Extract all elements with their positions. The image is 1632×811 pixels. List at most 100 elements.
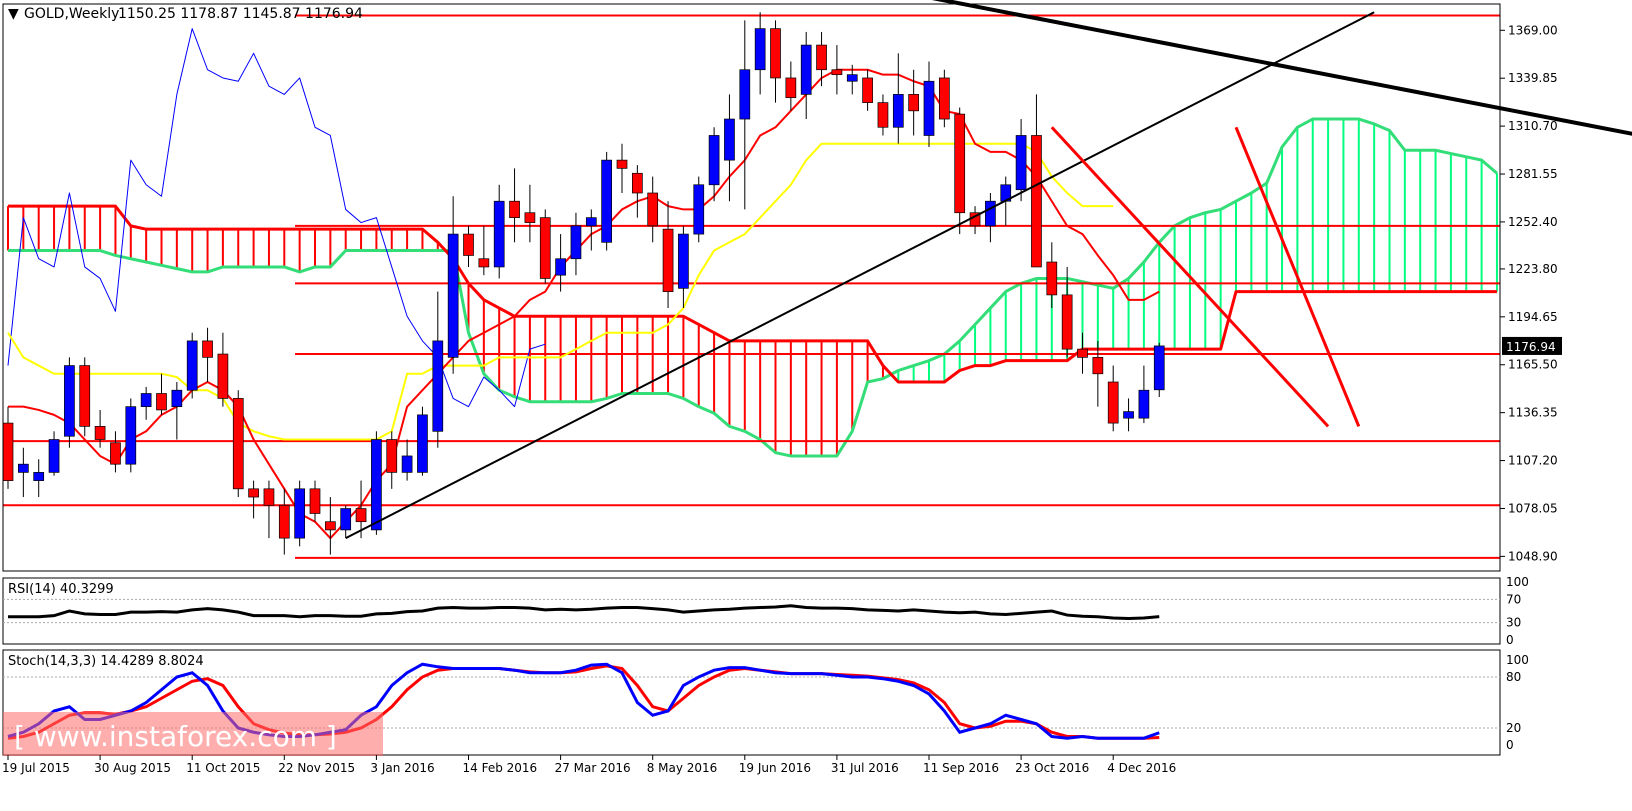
candle-body-54 <box>831 69 843 76</box>
price-tick-label-10: 1339.85 <box>1508 71 1558 85</box>
candle-body-40 <box>616 159 628 169</box>
time-axis: 19 Jul 2015 30 Aug 2015 11 Oct 2015 22 Nov … <box>2 755 1176 775</box>
time-tick-label-10: 11 Sep 2016 <box>923 761 999 775</box>
price-tick-label-7: 1252.40 <box>1508 215 1558 229</box>
time-tick-label-6: 27 Mar 2016 <box>555 761 631 775</box>
candle-body-56 <box>862 77 873 103</box>
candle-body-2 <box>33 472 45 481</box>
stoch-tick-0: 100 <box>1506 653 1529 667</box>
candle-body-30 <box>463 233 474 256</box>
candle-body-20 <box>309 488 321 514</box>
price-tick-label-11: 1369.00 <box>1508 23 1558 37</box>
senkou-span-b <box>8 204 1497 384</box>
price-axis: 1048.90 1078.05 1107.20 1136.35 1165.50 1194.… <box>1500 23 1558 563</box>
candle-body-28 <box>432 340 444 432</box>
candle-body-11 <box>171 389 183 408</box>
current-price-tag: 1176.94 <box>1502 336 1562 355</box>
time-tick-label-8: 19 Jun 2016 <box>739 761 811 775</box>
ohlc-readout: 1150.25 1178.87 1145.87 1176.94 <box>118 6 363 22</box>
time-tick-label-11: 23 Oct 2016 <box>1015 761 1089 775</box>
candle-body-38 <box>585 217 597 227</box>
price-tick-label-6: 1223.80 <box>1508 262 1558 276</box>
candle-body-13 <box>202 340 213 358</box>
candle-body-52 <box>800 44 812 95</box>
candle-body-71 <box>1092 356 1104 375</box>
candle-body-26 <box>401 455 413 473</box>
candle-body-36 <box>555 258 566 276</box>
candle-body-60 <box>923 80 935 136</box>
rsi-tick-3: 0 <box>1506 633 1514 647</box>
price-tick-label-5: 1194.65 <box>1508 310 1558 324</box>
trendline-1 <box>345 11 1375 540</box>
candle-body-55 <box>846 74 858 82</box>
ichimoku-cloud <box>7 117 1498 458</box>
candle-body-29 <box>447 233 459 358</box>
symbol-dropdown-icon[interactable]: ▼ <box>8 6 19 22</box>
candle-body-53 <box>816 44 827 71</box>
candle-body-32 <box>493 200 505 268</box>
candle-body-21 <box>325 521 336 531</box>
time-tick-label-9: 31 Jul 2016 <box>831 761 899 775</box>
watermark-band <box>3 712 383 756</box>
candle-body-43 <box>662 228 674 292</box>
candle-body-23 <box>355 508 367 523</box>
chikou-span <box>7 28 546 408</box>
candle-body-64 <box>985 200 996 227</box>
price-tick-label-2: 1107.20 <box>1508 454 1558 468</box>
time-tick-label-2: 11 Oct 2015 <box>186 761 260 775</box>
candle-body-57 <box>877 102 889 128</box>
time-tick-label-5: 14 Feb 2016 <box>463 761 538 775</box>
candle-body-51 <box>785 77 797 99</box>
rsi-tick-2: 30 <box>1506 616 1521 630</box>
time-tick-label-4: 3 Jan 2016 <box>370 761 434 775</box>
candle-body-75 <box>1153 345 1165 391</box>
candle-body-27 <box>417 414 428 473</box>
candle-body-1 <box>18 463 29 473</box>
candle-body-10 <box>156 393 167 411</box>
stoch-label: Stoch(14,3,3) 14.4289 8.8024 <box>8 654 204 669</box>
time-tick-label-7: 8 May 2016 <box>647 761 718 775</box>
candle-body-37 <box>570 225 582 260</box>
candle-body-47 <box>724 118 735 161</box>
current-price-label: 1176.94 <box>1506 340 1556 354</box>
price-panel: 1048.90 1078.05 1107.20 1136.35 1165.50 1194.… <box>2 0 1632 572</box>
candle-body-41 <box>631 172 643 194</box>
candle-body-9 <box>140 393 152 408</box>
candle-body-49 <box>754 28 766 71</box>
time-tick-label-12: 4 Dec 2016 <box>1107 761 1176 775</box>
rsi-axis: 100 70 30 0 <box>1506 575 1529 647</box>
candle-body-5 <box>79 365 91 427</box>
rsi-label: RSI(14) 40.3299 <box>8 582 114 597</box>
candle-body-44 <box>678 233 689 289</box>
candle-body-25 <box>386 439 398 473</box>
candle-body-0 <box>2 422 14 481</box>
watermark: [ www.instaforex.com ] <box>3 712 383 756</box>
candle-body-58 <box>892 94 904 128</box>
candle-body-24 <box>371 439 382 531</box>
candle-body-46 <box>708 135 720 186</box>
candle-body-22 <box>340 508 352 531</box>
candles <box>2 12 1165 555</box>
candle-body-74 <box>1138 389 1150 419</box>
candle-body-45 <box>693 184 705 235</box>
rsi-panel: 100 70 30 0 RSI(14) 40.3299 <box>2 575 1529 647</box>
price-tick-label-3: 1136.35 <box>1508 406 1558 420</box>
candle-body-31 <box>478 258 490 268</box>
rsi-panel-frame <box>2 577 1501 645</box>
candle-body-34 <box>524 212 536 223</box>
rsi-line <box>3 598 1500 624</box>
candle-body-12 <box>186 340 198 391</box>
candle-body-6 <box>94 426 106 440</box>
trendline-0 <box>931 0 1632 136</box>
candle-body-14 <box>217 353 229 399</box>
stoch-k-line <box>7 662 1160 740</box>
candle-body-69 <box>1061 294 1073 350</box>
stoch-panel-frame <box>2 649 1501 756</box>
candle-body-42 <box>647 192 659 227</box>
candle-body-59 <box>908 94 920 112</box>
senkou-span-a <box>8 117 1498 458</box>
price-tick-label-8: 1281.55 <box>1508 167 1558 181</box>
current-price-box <box>1502 336 1562 355</box>
